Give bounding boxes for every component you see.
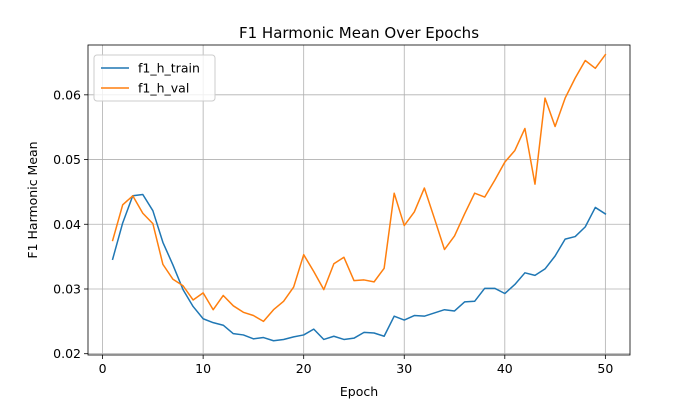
x-tick-label: 50 xyxy=(597,361,613,376)
chart-title: F1 Harmonic Mean Over Epochs xyxy=(239,24,479,42)
y-tick-label: 0.06 xyxy=(53,87,81,102)
x-tick-label: 40 xyxy=(497,361,513,376)
x-tick-label: 0 xyxy=(99,361,107,376)
y-tick-label: 0.04 xyxy=(53,217,81,232)
series-line-val xyxy=(111,53,607,323)
y-axis-label: F1 Harmonic Mean xyxy=(25,141,40,258)
y-tick-label: 0.02 xyxy=(53,346,81,361)
grid-lines xyxy=(88,45,630,355)
x-tick-label: 20 xyxy=(296,361,312,376)
x-tick-label: 10 xyxy=(195,361,211,376)
x-axis-label: Epoch xyxy=(340,384,378,399)
legend: f1_h_train f1_h_val xyxy=(93,54,216,102)
series-lines xyxy=(111,53,607,342)
series-line-train xyxy=(111,193,607,342)
legend-box xyxy=(93,54,216,102)
legend-label-val: f1_h_val xyxy=(138,81,189,96)
x-tick-label: 30 xyxy=(396,361,412,376)
y-tick-label: 0.03 xyxy=(53,281,81,296)
y-tick-label: 0.05 xyxy=(53,152,81,167)
legend-label-train: f1_h_train xyxy=(138,61,200,76)
axis-ticks: 0 10 20 30 40 50 0.02 0.03 0.04 0.05 0.06 xyxy=(53,87,613,376)
plot-area-frame xyxy=(87,44,631,356)
